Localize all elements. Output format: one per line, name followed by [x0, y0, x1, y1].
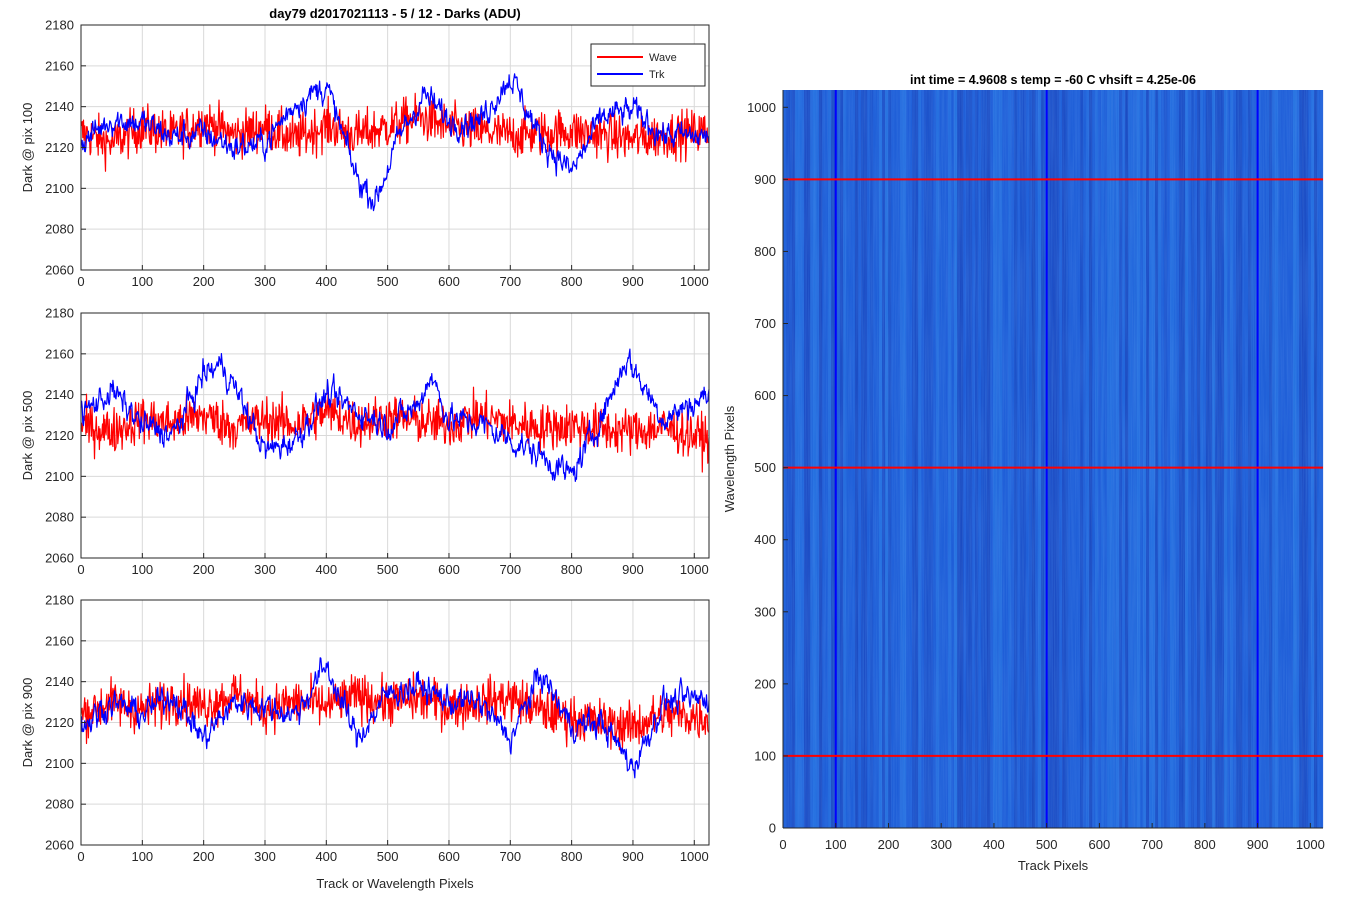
y-tick-label-9: 900	[754, 172, 776, 187]
series-wave	[80, 386, 710, 473]
y-tick-label-5: 2160	[45, 633, 74, 648]
y-axis-label: Dark @ pix 100	[20, 103, 35, 193]
series-trk	[80, 348, 710, 482]
x-tick-label-10: 1000	[680, 274, 709, 289]
y-tick-label-3: 2120	[45, 428, 74, 443]
series-wave	[80, 92, 710, 172]
y-tick-label-2: 2100	[45, 181, 74, 196]
x-tick-label-3: 300	[254, 274, 276, 289]
y-tick-label-6: 2180	[45, 18, 74, 33]
x-tick-label-7: 700	[499, 849, 521, 864]
y-tick-label-0: 2060	[45, 263, 74, 278]
x-tick-label-9: 900	[1247, 837, 1269, 852]
x-tick-label-9: 900	[622, 562, 644, 577]
image-noise	[783, 90, 1323, 828]
x-tick-label-8: 800	[561, 562, 583, 577]
y-tick-label-0: 2060	[45, 838, 74, 853]
series-trk	[80, 657, 710, 779]
y-tick-label-2: 2100	[45, 469, 74, 484]
x-tick-label-7: 700	[1141, 837, 1163, 852]
x-tick-label-6: 600	[1089, 837, 1111, 852]
x-tick-label-0: 0	[77, 274, 84, 289]
line-panel-2: 0 100 200 300 400 500 600 700 800 900 1000 2060 2080…	[20, 306, 710, 577]
x-tick-label-0: 0	[77, 849, 84, 864]
y-tick-label-1: 2080	[45, 797, 74, 812]
series-trk	[80, 73, 710, 212]
y-tick-label-2: 200	[754, 676, 776, 691]
x-tick-label-10: 1000	[680, 562, 709, 577]
x-tick-label-6: 600	[438, 562, 460, 577]
y-tick-label-5: 2160	[45, 346, 74, 361]
x-tick-label-9: 900	[622, 849, 644, 864]
x-tick-label-5: 500	[377, 274, 399, 289]
x-tick-label-1: 100	[825, 837, 847, 852]
x-tick-label-1: 100	[131, 849, 153, 864]
x-tick-label-2: 200	[878, 837, 900, 852]
y-tick-label-8: 800	[754, 244, 776, 259]
y-tick-label-3: 300	[754, 604, 776, 619]
x-tick-label-2: 200	[193, 849, 215, 864]
x-tick-label-0: 0	[779, 837, 786, 852]
y-tick-label-1: 2080	[45, 222, 74, 237]
x-tick-label-7: 700	[499, 562, 521, 577]
y-tick-label-6: 2180	[45, 306, 74, 321]
x-tick-label-0: 0	[77, 562, 84, 577]
x-tick-label-4: 400	[315, 274, 337, 289]
y-tick-label-7: 700	[754, 316, 776, 331]
y-tick-label-5: 2160	[45, 58, 74, 73]
chart-title: day79 d2017021113 - 5 / 12 - Darks (ADU)	[269, 6, 520, 21]
y-tick-label-10: 1000	[747, 100, 776, 115]
x-tick-label-10: 1000	[1296, 837, 1325, 852]
y-tick-label-0: 0	[769, 821, 776, 836]
x-tick-label-7: 700	[499, 274, 521, 289]
x-tick-label-8: 800	[561, 849, 583, 864]
y-axis-label: Dark @ pix 900	[20, 678, 35, 768]
x-tick-label-3: 300	[930, 837, 952, 852]
y-tick-label-3: 2120	[45, 140, 74, 155]
y-tick-label-1: 2080	[45, 510, 74, 525]
x-tick-label-8: 800	[561, 274, 583, 289]
legend-label-wave: Wave	[649, 52, 677, 64]
x-tick-label-6: 600	[438, 274, 460, 289]
y-tick-label-6: 2180	[45, 593, 74, 608]
y-tick-label-4: 2140	[45, 99, 74, 114]
x-axis-label: Track Pixels	[1018, 858, 1089, 873]
legend: Wave Trk	[590, 43, 706, 87]
x-tick-label-9: 900	[622, 274, 644, 289]
y-tick-label-0: 2060	[45, 551, 74, 566]
x-tick-label-5: 500	[377, 849, 399, 864]
x-tick-label-6: 600	[438, 849, 460, 864]
x-tick-label-3: 300	[254, 562, 276, 577]
y-tick-label-3: 2120	[45, 715, 74, 730]
y-tick-label-4: 400	[754, 532, 776, 547]
legend-label-trk: Trk	[649, 69, 665, 81]
y-tick-label-2: 2100	[45, 756, 74, 771]
y-tick-label-5: 500	[754, 460, 776, 475]
y-axis-label: Wavelength Pixels	[722, 405, 737, 512]
y-tick-label-4: 2140	[45, 387, 74, 402]
x-axis-label: Track or Wavelength Pixels	[316, 876, 474, 891]
x-tick-label-4: 400	[983, 837, 1005, 852]
x-tick-label-8: 800	[1194, 837, 1216, 852]
x-tick-label-3: 300	[254, 849, 276, 864]
y-tick-label-1: 100	[754, 748, 776, 763]
y-tick-label-4: 2140	[45, 674, 74, 689]
x-tick-label-4: 400	[315, 562, 337, 577]
y-tick-label-6: 600	[754, 388, 776, 403]
line-panel-3: 0 100 200 300 400 500 600 700 800 900 1000 2060 2080…	[20, 593, 710, 891]
line-panel-1: 0 100 200 300 400 500 600 700 800 900 1000 2060 2080…	[20, 6, 710, 289]
x-tick-label-5: 500	[377, 562, 399, 577]
x-tick-label-1: 100	[131, 274, 153, 289]
x-tick-label-2: 200	[193, 274, 215, 289]
x-tick-label-4: 400	[315, 849, 337, 864]
x-tick-label-10: 1000	[680, 849, 709, 864]
x-tick-label-2: 200	[193, 562, 215, 577]
chart-title: int time = 4.9608 s temp = -60 C vhsift …	[910, 73, 1196, 87]
x-tick-label-1: 100	[131, 562, 153, 577]
y-axis-label: Dark @ pix 500	[20, 391, 35, 481]
legend-box	[590, 43, 706, 87]
x-tick-label-5: 500	[1036, 837, 1058, 852]
image-panel: 0 100 200 300 400 500 600 700 800 900 1000 0 100 200 3…	[722, 73, 1325, 873]
